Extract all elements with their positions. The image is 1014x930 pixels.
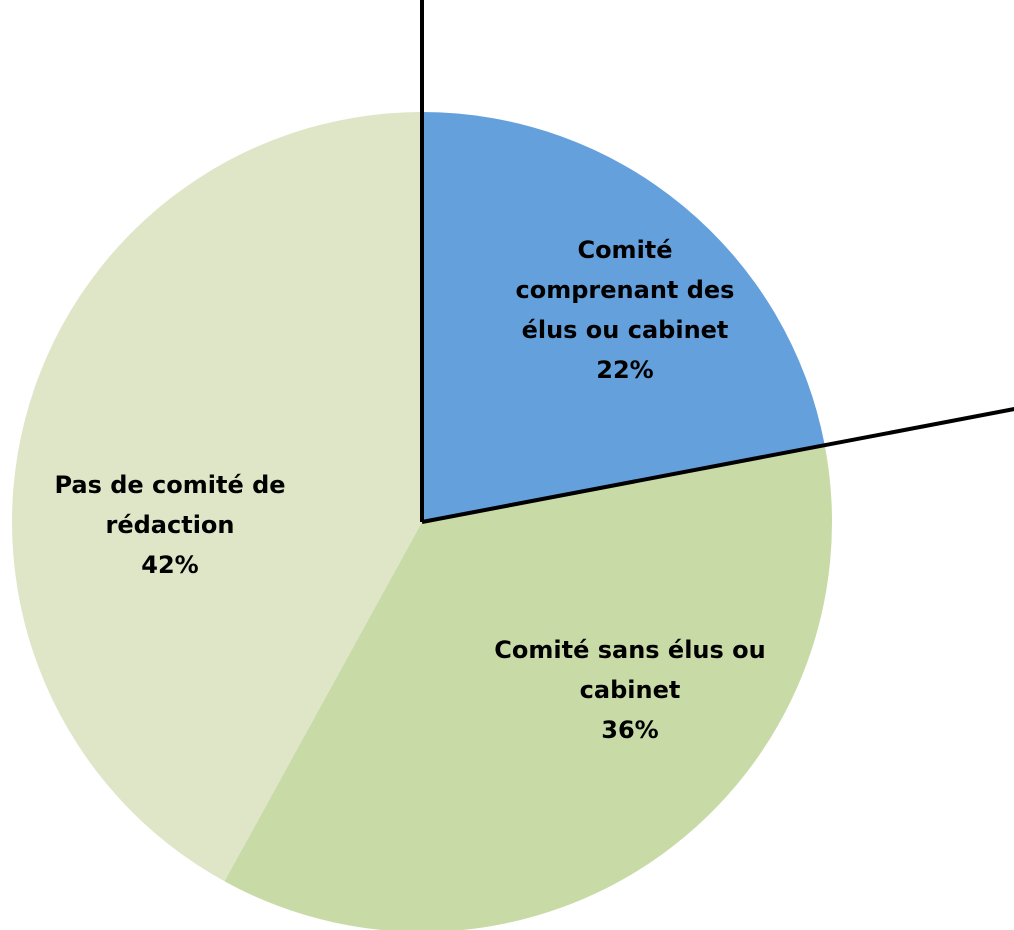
- pie-slice: [224, 445, 832, 930]
- slice-label: Pas de comité de rédaction 42%: [15, 465, 325, 585]
- slice-name: Comité comprenant des élus ou cabinet: [515, 236, 735, 344]
- pie-slice: [422, 112, 825, 522]
- slice-name: Pas de comité de rédaction: [54, 471, 286, 539]
- slice-value: 22%: [596, 356, 654, 384]
- slice-value: 42%: [141, 551, 199, 579]
- slice-label: Comité sans élus ou cabinet 36%: [480, 630, 780, 750]
- slice-value: 36%: [601, 716, 659, 744]
- pie-slice: [11, 112, 422, 882]
- slice-label: Comité comprenant des élus ou cabinet 22%: [495, 230, 755, 390]
- slice-name: Comité sans élus ou cabinet: [494, 636, 766, 704]
- slice-edge-line: [421, 407, 1014, 524]
